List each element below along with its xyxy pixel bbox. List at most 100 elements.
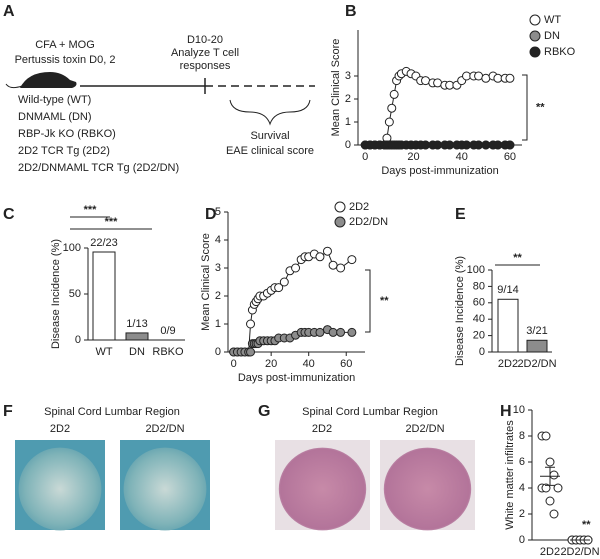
legend-label: WT bbox=[544, 14, 561, 26]
data-point bbox=[328, 260, 338, 270]
x-tick-label: 2D2/DN bbox=[560, 546, 599, 558]
y-tick-label: 0 bbox=[215, 346, 221, 358]
panel-label: F bbox=[3, 403, 13, 420]
mouse-tail bbox=[5, 83, 23, 89]
schematic-text: D10-20 bbox=[187, 34, 223, 46]
tissue bbox=[278, 447, 367, 531]
schematic-text: EAE clinical score bbox=[226, 145, 314, 157]
x-tick-label: 0 bbox=[362, 151, 368, 163]
legend-marker bbox=[334, 201, 346, 213]
group: Wild-type (WT) bbox=[18, 94, 91, 106]
y-tick-label: 3 bbox=[345, 70, 351, 82]
data-point bbox=[279, 277, 289, 287]
y-tick-label: 2 bbox=[345, 93, 351, 105]
data-point bbox=[274, 283, 284, 293]
group: 2D2 TCR Tg (2D2) bbox=[18, 145, 110, 157]
y-tick-label: 4 bbox=[215, 234, 221, 246]
schematic-text: CFA + MOG bbox=[35, 39, 95, 51]
data-point bbox=[322, 246, 332, 256]
legend-marker bbox=[334, 216, 346, 228]
bar bbox=[526, 339, 548, 353]
y-axis-label: Mean Clinical Score bbox=[330, 39, 342, 137]
significance: ** bbox=[513, 252, 522, 264]
histology-label: 2D2/DN bbox=[405, 423, 444, 435]
y-tick-label: 100 bbox=[467, 264, 485, 276]
x-tick-label: RBKO bbox=[152, 346, 184, 358]
y-axis-label: Disease Incidence (%) bbox=[50, 239, 62, 349]
x-tick-label: 40 bbox=[456, 151, 468, 163]
data-point bbox=[387, 103, 397, 113]
legend-label: RBKO bbox=[544, 46, 576, 58]
y-axis-label: White matter infiltrates bbox=[504, 420, 516, 530]
histology-label: 2D2 bbox=[50, 423, 70, 435]
error-bar bbox=[545, 466, 555, 486]
data-point bbox=[549, 470, 559, 480]
group: DNMAML (DN) bbox=[18, 111, 92, 123]
y-tick-label: 20 bbox=[473, 330, 485, 342]
panel-label: G bbox=[258, 403, 270, 420]
brace bbox=[229, 99, 311, 126]
histology-label: 2D2 bbox=[312, 423, 332, 435]
y-axis-label: Disease Incidence (%) bbox=[454, 256, 466, 366]
x-axis-label: Days post-immunization bbox=[381, 165, 498, 177]
significance-bracket bbox=[365, 269, 371, 333]
histology-title: Spinal Cord Lumbar Region bbox=[44, 406, 180, 418]
y-tick-label: 8 bbox=[519, 430, 525, 442]
data-point bbox=[347, 327, 357, 337]
tissue bbox=[383, 447, 472, 531]
y-tick-label: 4 bbox=[519, 482, 525, 494]
x-tick-label: 40 bbox=[303, 358, 315, 370]
significance: ** bbox=[536, 101, 545, 113]
data-point bbox=[549, 509, 559, 519]
schematic-text: Survival bbox=[250, 130, 289, 142]
legend-label: 2D2 bbox=[349, 201, 369, 213]
tissue bbox=[18, 447, 102, 531]
value-label: 22/23 bbox=[90, 237, 118, 249]
x-tick-label: 0 bbox=[231, 358, 237, 370]
y-tick-label: 10 bbox=[513, 404, 525, 416]
x-tick-label: 20 bbox=[407, 151, 419, 163]
legend-label: DN bbox=[544, 30, 560, 42]
panel-label: B bbox=[345, 3, 357, 20]
x-axis-label: Days post-immunization bbox=[238, 372, 355, 384]
y-tick-label: 0 bbox=[75, 334, 81, 346]
x-tick-label: 2D2 bbox=[498, 358, 518, 370]
x-tick-label: WT bbox=[95, 346, 112, 358]
data-point bbox=[384, 117, 394, 127]
data-point bbox=[541, 431, 551, 441]
x-tick-label: 20 bbox=[265, 358, 277, 370]
panel-label: E bbox=[455, 206, 466, 223]
data-point bbox=[246, 347, 256, 357]
y-axis-label: Mean Clinical Score bbox=[200, 233, 212, 331]
x-tick-label: 60 bbox=[340, 358, 352, 370]
y-tick-label: 0 bbox=[519, 534, 525, 546]
x-tick-label: 2D2/DN bbox=[517, 358, 556, 370]
y-tick-label: 2 bbox=[215, 290, 221, 302]
schematic-text: Pertussis toxin D0, 2 bbox=[15, 54, 116, 66]
x-tick-label: DN bbox=[129, 346, 145, 358]
data-point bbox=[328, 327, 338, 337]
schematic-text: Analyze T cell bbox=[171, 47, 239, 59]
data-point bbox=[315, 252, 325, 262]
y-tick-label: 1 bbox=[215, 318, 221, 330]
y-tick-label: 0 bbox=[345, 139, 351, 151]
y-tick-label: 60 bbox=[473, 297, 485, 309]
y-tick-label: 5 bbox=[215, 206, 221, 218]
data-point bbox=[545, 496, 555, 506]
data-point bbox=[347, 255, 357, 265]
data-point bbox=[336, 327, 346, 337]
y-tick-label: 3 bbox=[215, 262, 221, 274]
data-point bbox=[336, 263, 346, 273]
histology-label: 2D2/DN bbox=[145, 423, 184, 435]
significance-bracket bbox=[522, 74, 528, 141]
schematic: A CFA + MOG Pertussis toxin D0, 2 D10-20… bbox=[3, 3, 315, 174]
histology-title: Spinal Cord Lumbar Region bbox=[302, 406, 438, 418]
significance: ** bbox=[380, 295, 389, 307]
significance: *** bbox=[84, 204, 98, 216]
data-point bbox=[246, 319, 256, 329]
panel-label: H bbox=[500, 403, 512, 420]
legend-marker bbox=[529, 30, 541, 42]
y-tick-label: 0 bbox=[479, 346, 485, 358]
y-tick-label: 80 bbox=[473, 280, 485, 292]
